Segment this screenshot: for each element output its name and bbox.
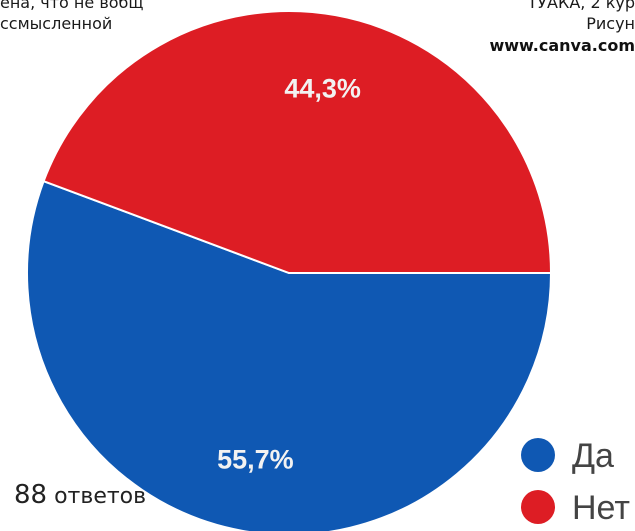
legend-swatch-net xyxy=(521,490,555,524)
source-url: www.canva.com xyxy=(489,36,635,55)
responses-label: ответов xyxy=(54,484,147,509)
legend-swatch-da xyxy=(521,438,555,472)
header-right-text: ТУАКА, 2 кур Рисун xyxy=(528,0,635,34)
slice-label-da: 55,7% xyxy=(217,445,294,475)
responses-number: 88 xyxy=(14,480,48,510)
header-left-text: ена, что не вобщ ссмысленной xyxy=(0,0,143,34)
responses-count: 88 ответов xyxy=(14,480,146,510)
legend-label-net: Нет xyxy=(572,489,630,527)
header-left-line2: ссмысленной xyxy=(0,14,113,33)
pie-slice-net xyxy=(42,10,553,274)
header-right-line2: Рисун xyxy=(586,14,635,33)
header-left-line1: ена, что не вобщ xyxy=(0,0,144,12)
pie-slice-labels: 55,7% 44,3% xyxy=(217,73,361,474)
header-right-line1: ТУАКА, 2 кур xyxy=(527,0,635,12)
legend-label-da: Да xyxy=(572,437,614,475)
slice-label-net: 44,3% xyxy=(284,73,361,103)
pie-slices xyxy=(26,10,553,531)
chart-legend: Да Нет xyxy=(521,437,630,527)
